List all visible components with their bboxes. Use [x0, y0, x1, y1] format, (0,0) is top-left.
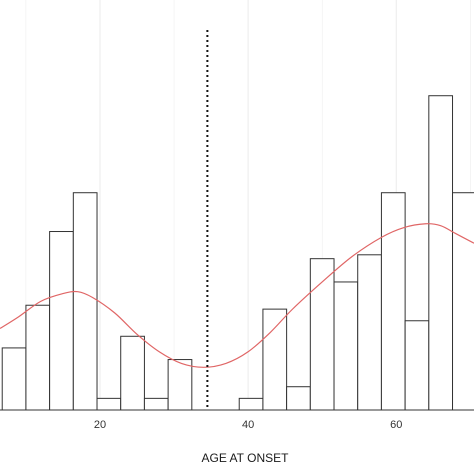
- histogram-bar: [238, 397, 264, 411]
- histogram-bar: [49, 231, 74, 411]
- histogram-bar: [357, 254, 382, 411]
- histogram-bar: [120, 335, 145, 411]
- histogram-bar: [96, 397, 122, 411]
- x-tick-labels: 20 40 60: [94, 419, 403, 431]
- histogram-bar: [25, 304, 51, 411]
- histogram-bars: [1, 95, 474, 411]
- x-tick-label: 20: [94, 419, 106, 431]
- histogram-bar: [404, 320, 430, 411]
- histogram-bar: [1, 347, 27, 411]
- x-tick-label: 40: [242, 419, 254, 431]
- histogram-bar: [262, 308, 288, 411]
- x-axis-label: AGE AT ONSET: [202, 451, 290, 465]
- histogram-bar: [333, 281, 359, 411]
- histogram-bar: [72, 192, 98, 411]
- density-curve: [0, 223, 474, 368]
- histogram-bar: [428, 95, 454, 411]
- histogram-bar: [452, 192, 474, 411]
- x-tick-label: 60: [390, 419, 402, 431]
- histogram-bar: [167, 359, 193, 411]
- histogram-bar: [286, 386, 311, 411]
- histogram-bar: [380, 192, 406, 411]
- histogram-bar: [143, 397, 169, 411]
